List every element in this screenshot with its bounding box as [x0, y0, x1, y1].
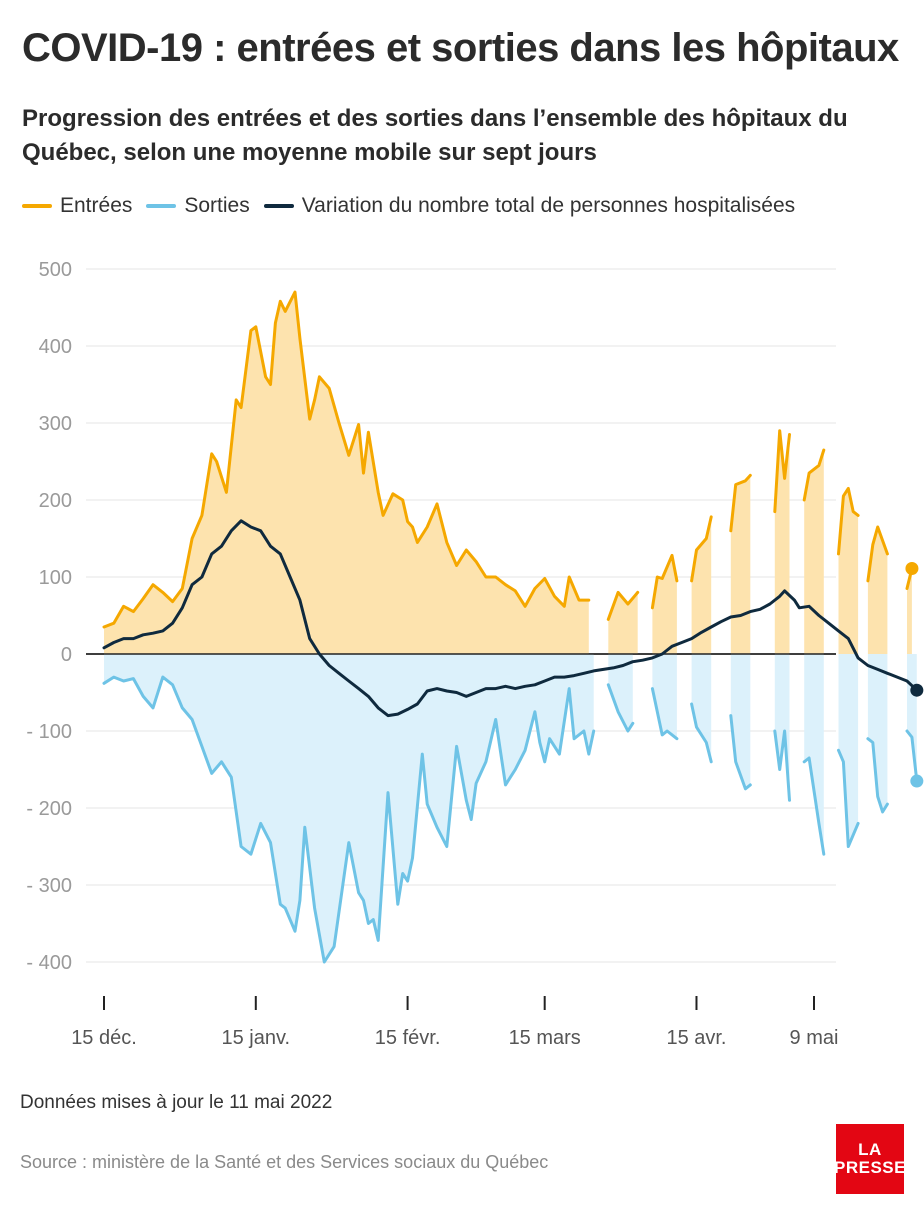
variation-end-marker	[910, 683, 924, 697]
x-tick-label: 15 févr.	[375, 1027, 441, 1049]
y-tick-label: 200	[39, 490, 72, 512]
legend-swatch-variation	[263, 204, 294, 208]
legend-item-sorties: Sorties	[146, 194, 250, 218]
legend-swatch-entrees	[22, 204, 52, 208]
chart-subtitle: Progression des entrées et des sorties d…	[22, 105, 848, 166]
entrees-end-marker	[905, 562, 919, 576]
legend-swatch-sorties	[146, 204, 177, 208]
legend: Entrées Sorties Variation du nombre tota…	[22, 194, 809, 218]
x-tick-label: 15 déc.	[71, 1027, 137, 1049]
y-tick-label: 100	[39, 567, 72, 589]
entrees-line	[102, 290, 914, 629]
y-tick-label: - 300	[26, 875, 72, 897]
legend-item-variation: Variation du nombre total de personnes h…	[263, 194, 796, 218]
sorties-end-marker	[910, 774, 924, 788]
legend-label-entrees: Entrées	[60, 194, 133, 217]
entrees-area	[104, 292, 912, 654]
y-tick-label: - 200	[26, 798, 72, 820]
sorties-area	[104, 654, 917, 962]
legend-item-entrees: Entrées	[22, 194, 132, 218]
la-presse-logo: LA PRESSE	[834, 1124, 906, 1194]
variation-line	[102, 519, 919, 718]
legend-label-variation: Variation du nombre total de personnes h…	[301, 194, 796, 217]
y-tick-label: 400	[39, 336, 72, 358]
logo-line-1: LA	[858, 1140, 882, 1159]
y-tick-label: 0	[61, 644, 72, 666]
x-tick-label: 15 avr.	[666, 1027, 726, 1049]
x-tick-label: 15 mars	[509, 1027, 581, 1049]
sorties-line	[102, 675, 919, 964]
x-tick-label: 9 mai	[790, 1027, 839, 1049]
source-note: Source : ministère de la Santé et des Se…	[20, 1152, 549, 1172]
y-tick-label: 300	[39, 413, 72, 435]
y-tick-label: 500	[39, 259, 72, 281]
y-tick-label: - 100	[26, 721, 72, 743]
update-note: Données mises à jour le 11 mai 2022	[20, 1092, 333, 1113]
chart-title: COVID-19 : entrées et sorties dans les h…	[22, 26, 899, 70]
y-tick-label: - 400	[26, 952, 72, 974]
legend-label-sorties: Sorties	[184, 194, 250, 217]
logo-line-2: PRESSE	[834, 1158, 906, 1177]
x-tick-label: 15 janv.	[222, 1027, 291, 1049]
